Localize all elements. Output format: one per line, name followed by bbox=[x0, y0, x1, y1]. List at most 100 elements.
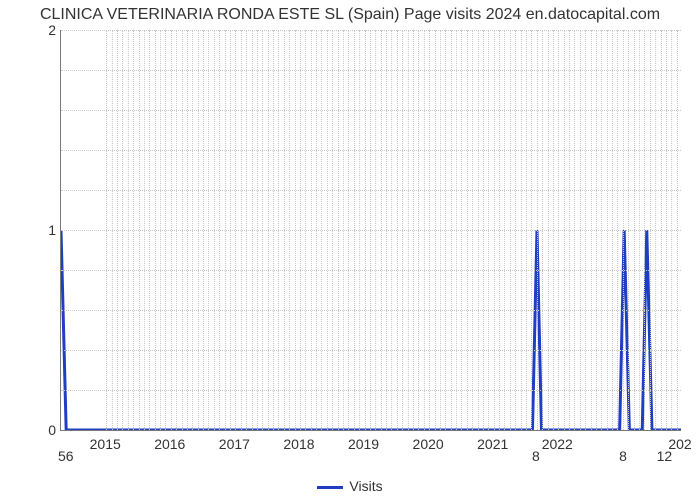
gridline-v bbox=[531, 30, 532, 430]
gridline-v bbox=[655, 30, 656, 430]
x-tick-label: 2020 bbox=[413, 436, 444, 452]
gridline-v bbox=[268, 30, 269, 430]
gridline-v bbox=[623, 30, 624, 430]
x-tick-label: 2017 bbox=[219, 436, 250, 452]
gridline-v bbox=[504, 30, 505, 430]
gridline-v bbox=[348, 30, 349, 430]
gridline-v bbox=[354, 30, 355, 430]
gridline-v bbox=[537, 30, 538, 430]
gridline-v bbox=[160, 30, 161, 430]
gridline-v bbox=[241, 30, 242, 430]
gridline-v bbox=[219, 30, 220, 430]
gridline-v bbox=[391, 30, 392, 430]
x-tick-label: 2021 bbox=[477, 436, 508, 452]
gridline-v bbox=[478, 30, 479, 430]
gridline-v bbox=[192, 30, 193, 430]
gridline-v bbox=[548, 30, 549, 430]
gridline-v bbox=[257, 30, 258, 430]
gridline-v bbox=[402, 30, 403, 430]
gridline-v bbox=[133, 30, 134, 430]
gridline-v bbox=[327, 30, 328, 430]
gridline-v bbox=[424, 30, 425, 430]
gridline-v bbox=[472, 30, 473, 430]
gridline-v bbox=[122, 30, 123, 430]
gridline-v bbox=[225, 30, 226, 430]
gridline-v bbox=[295, 30, 296, 430]
gridline-v bbox=[365, 30, 366, 430]
gridline-v bbox=[650, 30, 651, 430]
gridline-v bbox=[112, 30, 113, 430]
x-tick-label: 2016 bbox=[154, 436, 185, 452]
annotation: 8 bbox=[619, 448, 627, 464]
gridline-v bbox=[418, 30, 419, 430]
gridline-v bbox=[321, 30, 322, 430]
gridline-v bbox=[456, 30, 457, 430]
gridline-v bbox=[515, 30, 516, 430]
gridline-v bbox=[289, 30, 290, 430]
gridline-v bbox=[375, 30, 376, 430]
gridline-v bbox=[628, 30, 629, 430]
gridline-v bbox=[607, 30, 608, 430]
gridline-v bbox=[521, 30, 522, 430]
y-tick-label: 1 bbox=[38, 222, 56, 238]
x-tick-label: 2022 bbox=[542, 436, 573, 452]
gridline-v bbox=[311, 30, 312, 430]
gridline-v bbox=[569, 30, 570, 430]
gridline-v bbox=[558, 30, 559, 430]
gridline-v bbox=[106, 30, 107, 430]
x-tick-label: 2019 bbox=[348, 436, 379, 452]
gridline-v bbox=[634, 30, 635, 430]
gridline-v bbox=[338, 30, 339, 430]
gridline-v bbox=[262, 30, 263, 430]
gridline-v bbox=[564, 30, 565, 430]
gridline-v bbox=[144, 30, 145, 430]
gridline-v bbox=[601, 30, 602, 430]
gridline-v bbox=[187, 30, 188, 430]
gridline-v bbox=[408, 30, 409, 430]
gridline-v bbox=[284, 30, 285, 430]
gridline-v bbox=[305, 30, 306, 430]
annotation: 56 bbox=[58, 448, 74, 464]
annotation: 8 bbox=[532, 448, 540, 464]
gridline-v bbox=[273, 30, 274, 430]
gridline-v bbox=[510, 30, 511, 430]
gridline-v bbox=[155, 30, 156, 430]
gridline-v bbox=[343, 30, 344, 430]
gridline-v bbox=[580, 30, 581, 430]
gridline-v bbox=[332, 30, 333, 430]
gridline-v bbox=[661, 30, 662, 430]
gridline-v bbox=[574, 30, 575, 430]
gridline-v bbox=[445, 30, 446, 430]
gridline-v bbox=[300, 30, 301, 430]
annotation: 12 bbox=[657, 448, 673, 464]
gridline-v bbox=[252, 30, 253, 430]
gridline-v bbox=[176, 30, 177, 430]
gridline-v bbox=[230, 30, 231, 430]
gridline-v bbox=[585, 30, 586, 430]
gridline-v bbox=[413, 30, 414, 430]
legend: Visits bbox=[0, 478, 700, 494]
y-tick-label: 2 bbox=[38, 22, 56, 38]
gridline-v bbox=[117, 30, 118, 430]
gridline-v bbox=[440, 30, 441, 430]
x-tick-label: 2015 bbox=[90, 436, 121, 452]
gridline-v bbox=[553, 30, 554, 430]
gridline-v bbox=[591, 30, 592, 430]
gridline-v bbox=[214, 30, 215, 430]
gridline-v bbox=[171, 30, 172, 430]
gridline-v bbox=[128, 30, 129, 430]
gridline-v bbox=[666, 30, 667, 430]
gridline-v bbox=[208, 30, 209, 430]
gridline-v bbox=[182, 30, 183, 430]
gridline-v bbox=[671, 30, 672, 430]
gridline-v bbox=[165, 30, 166, 430]
gridline-v bbox=[397, 30, 398, 430]
gridline-v bbox=[451, 30, 452, 430]
gridline-v bbox=[677, 30, 678, 430]
gridline-v bbox=[139, 30, 140, 430]
gridline-v bbox=[542, 30, 543, 430]
gridline-v bbox=[494, 30, 495, 430]
gridline-v bbox=[381, 30, 382, 430]
gridline-v bbox=[483, 30, 484, 430]
gridline-v bbox=[316, 30, 317, 430]
